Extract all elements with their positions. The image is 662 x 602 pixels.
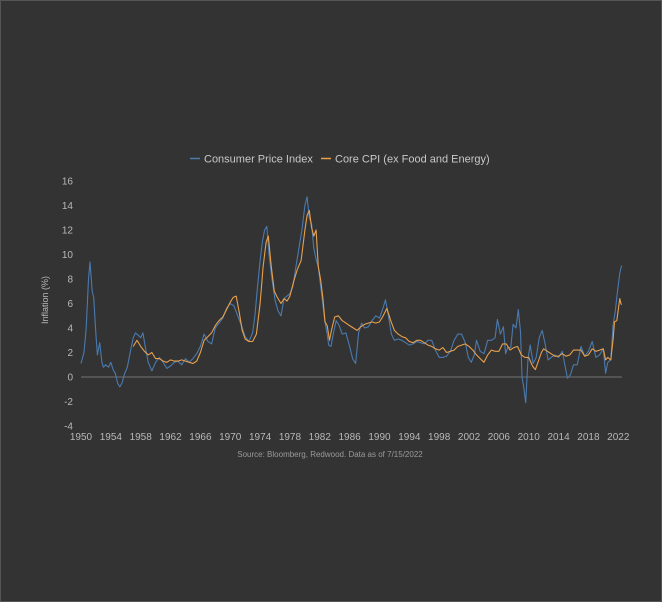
x-tick-label: 1954: [100, 432, 123, 443]
plot-area: [80, 196, 623, 404]
x-tick-label: 2002: [458, 432, 481, 443]
x-tick-label: 1950: [70, 432, 93, 443]
x-tick-label: 2014: [547, 432, 570, 443]
y-tick-label: 0: [67, 373, 73, 384]
x-tick-label: 2006: [488, 432, 511, 443]
chart-legend: Consumer Price Index Core CPI (ex Food a…: [190, 154, 490, 166]
y-tick-label: 2: [67, 348, 73, 359]
y-tick-label: 4: [67, 324, 73, 335]
x-tick-label: 1990: [368, 432, 391, 443]
y-tick-label: 14: [62, 201, 74, 212]
x-tick-label: 2022: [607, 432, 630, 443]
x-tick-label: 1994: [398, 432, 421, 443]
x-tick-label: 1958: [130, 432, 153, 443]
x-tick-label: 1978: [279, 432, 302, 443]
x-tick-label: 1970: [219, 432, 242, 443]
x-axis-ticks: 1950 1954 1958 1962 1966 1970 1974 1978 1982 1986…: [70, 432, 630, 443]
x-tick-label: 1974: [249, 432, 272, 443]
y-tick-label: 10: [62, 250, 74, 261]
x-tick-label: 2010: [518, 432, 541, 443]
source-note: Source: Bloomberg, Redwood. Data as of 7…: [237, 450, 423, 459]
x-tick-label: 1998: [428, 432, 451, 443]
series-line-cpi: [80, 196, 623, 404]
x-tick-label: 1986: [339, 432, 362, 443]
y-tick-label: -2: [64, 397, 73, 408]
x-tick-label: 1982: [309, 432, 332, 443]
y-axis-ticks: 16 14 12 10 8 6 4 2 0 -2 -4: [62, 177, 74, 433]
y-tick-label: 8: [67, 275, 73, 286]
y-tick-label: 6: [67, 299, 73, 310]
y-tick-label: 12: [62, 226, 74, 237]
x-tick-label: 1962: [159, 432, 182, 443]
legend-label-cpi: Consumer Price Index: [204, 154, 313, 166]
y-axis-label: Inflation (%): [40, 276, 50, 324]
x-tick-label: 2018: [577, 432, 600, 443]
series-line-core-cpi: [132, 209, 623, 371]
x-tick-label: 1966: [189, 432, 212, 443]
legend-label-core-cpi: Core CPI (ex Food and Energy): [335, 154, 490, 166]
y-tick-label: -4: [64, 422, 73, 433]
y-tick-label: 16: [62, 177, 74, 188]
